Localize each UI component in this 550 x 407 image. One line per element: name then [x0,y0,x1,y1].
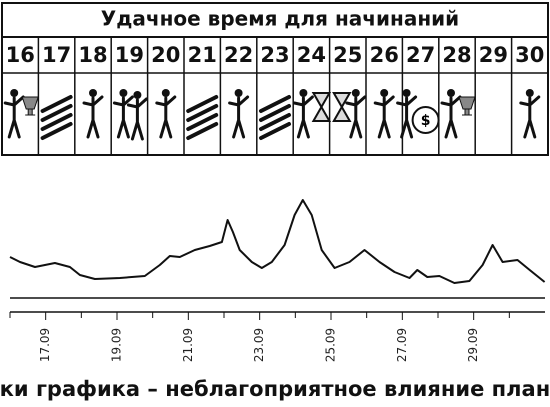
day-icon [3,89,39,139]
stripe [186,122,219,140]
stripe [40,104,73,122]
day-number: 28 [442,43,471,67]
hourglass [332,92,352,122]
day-number: 27 [406,43,435,67]
day-icon: $ [396,89,440,139]
figure [519,95,541,139]
head [161,89,170,97]
day-number: 26 [370,43,399,67]
day-number: 30 [515,43,544,67]
stripe [259,95,291,113]
day-icon [373,89,395,139]
stripe [186,104,219,122]
day-number: 29 [479,43,508,67]
head [10,89,19,97]
day-icon [155,89,177,139]
figure [373,95,395,139]
x-tick-label: 29.09 [466,328,480,362]
stripe [259,113,291,131]
figure [112,95,134,139]
day-icon [292,89,332,139]
figure [396,95,418,139]
stripe [186,95,219,113]
head [447,89,455,97]
x-tick-label: 27.09 [395,328,409,362]
head [402,89,411,97]
stripe [40,95,73,113]
day-icon [259,95,291,140]
day-number: 21 [188,43,217,67]
day-number: 18 [78,43,107,67]
day-icon [112,89,148,141]
trophy [458,96,476,116]
head [234,89,243,97]
day-number: 22 [224,43,253,67]
day-icon [228,89,250,139]
stripe [40,122,73,140]
head [351,89,360,97]
x-tick-label: 21.09 [181,328,195,362]
figure [440,95,462,139]
head [299,89,308,97]
line-series [9,199,546,284]
figure [292,95,314,139]
x-tick-label: 17.09 [38,328,52,362]
day-icon [332,89,367,139]
hourglass [311,92,332,122]
figure [345,95,367,139]
x-tick-label: 25.09 [324,328,338,362]
figure [82,95,104,139]
stripe [40,113,73,131]
head [133,91,142,99]
day-number: 16 [6,43,35,67]
head [119,89,128,97]
day-number: 17 [42,43,71,67]
figure [155,95,177,139]
trophy [21,96,39,116]
head [525,89,534,97]
day-number: 20 [151,43,180,67]
day-number: 25 [333,43,362,67]
day-number: 24 [297,43,326,67]
x-tick-label: 23.09 [252,328,266,362]
figure [126,97,148,141]
figure [228,95,250,139]
day-number: 23 [260,43,289,67]
day-icon [186,95,219,140]
head [89,89,97,97]
day-icon [519,89,541,139]
day-number: 19 [115,43,144,67]
day-icon [440,89,476,139]
stripe [259,122,291,140]
calendar-frame [1,2,549,156]
figure [3,95,25,139]
day-icon [82,89,104,139]
day-icon [40,95,73,140]
chart-caption: Пики графика – неблагоприятное влияние п… [0,377,550,401]
x-tick-label: 19.09 [110,328,124,362]
stripe [259,104,291,122]
head [380,89,389,97]
stripe [186,113,219,131]
calendar-title: Удачное время для начинаний [101,7,459,31]
money-symbol: $ [421,113,431,129]
